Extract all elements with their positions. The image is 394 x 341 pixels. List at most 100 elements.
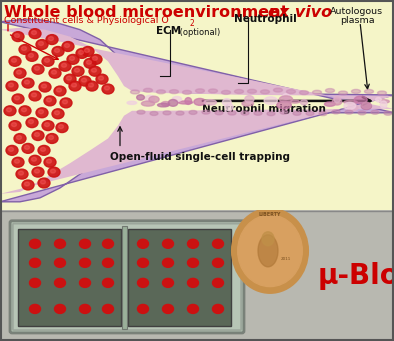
Ellipse shape [54,239,65,248]
Ellipse shape [24,80,30,84]
Ellipse shape [150,112,158,116]
Ellipse shape [74,68,80,72]
Ellipse shape [149,96,159,103]
Text: Whole blood microenvironment: Whole blood microenvironment [4,5,294,20]
Ellipse shape [338,91,348,95]
Ellipse shape [204,100,216,105]
Ellipse shape [371,110,379,114]
Ellipse shape [67,55,79,64]
Ellipse shape [6,81,18,91]
Ellipse shape [15,34,19,38]
Ellipse shape [84,58,96,68]
Text: 2: 2 [190,19,195,28]
Ellipse shape [39,42,43,45]
Ellipse shape [41,147,45,151]
Ellipse shape [290,100,299,103]
Ellipse shape [29,29,41,39]
Ellipse shape [39,82,51,92]
Ellipse shape [80,278,91,287]
Ellipse shape [104,86,110,90]
Ellipse shape [312,90,322,94]
Ellipse shape [52,70,56,74]
Ellipse shape [84,48,89,53]
Ellipse shape [46,98,52,102]
Ellipse shape [223,99,231,106]
Ellipse shape [41,180,45,184]
Ellipse shape [141,101,154,106]
Ellipse shape [348,104,358,111]
Ellipse shape [9,83,13,87]
Ellipse shape [12,94,24,104]
Ellipse shape [96,74,108,84]
Ellipse shape [238,215,302,286]
Ellipse shape [380,101,387,108]
Ellipse shape [195,89,204,93]
Ellipse shape [332,98,342,105]
Ellipse shape [358,111,366,115]
Ellipse shape [194,99,206,105]
Ellipse shape [63,100,67,104]
Ellipse shape [384,111,392,115]
Ellipse shape [36,40,48,49]
Ellipse shape [299,91,309,94]
Ellipse shape [19,45,31,55]
Ellipse shape [22,144,34,153]
Ellipse shape [76,48,88,58]
Ellipse shape [130,90,139,94]
Ellipse shape [24,182,30,186]
Ellipse shape [168,100,178,106]
Text: μ-Blood: μ-Blood [318,262,394,290]
Ellipse shape [65,44,69,47]
Ellipse shape [59,61,71,71]
Ellipse shape [45,123,50,127]
Ellipse shape [279,96,293,103]
Ellipse shape [137,110,145,114]
Ellipse shape [32,64,44,74]
Ellipse shape [82,78,87,82]
Ellipse shape [82,46,94,56]
Text: Autologous: Autologous [330,7,383,16]
Ellipse shape [72,66,84,76]
Ellipse shape [225,103,233,111]
Ellipse shape [221,90,230,94]
Ellipse shape [22,46,26,50]
Ellipse shape [52,46,64,56]
Ellipse shape [42,121,54,131]
Ellipse shape [332,110,340,114]
Text: Constituent cells & Physiological O: Constituent cells & Physiological O [4,16,169,25]
Ellipse shape [32,31,37,35]
Ellipse shape [64,74,76,84]
Ellipse shape [172,97,182,102]
Ellipse shape [30,305,41,313]
Polygon shape [0,28,394,194]
Ellipse shape [19,106,31,116]
Ellipse shape [87,60,91,64]
Ellipse shape [15,96,19,100]
Ellipse shape [162,239,173,248]
Ellipse shape [6,145,18,155]
Ellipse shape [35,66,39,70]
Ellipse shape [22,108,26,112]
Ellipse shape [344,102,356,109]
Ellipse shape [54,278,65,287]
Ellipse shape [89,83,93,87]
Ellipse shape [69,81,81,91]
Bar [122,226,127,329]
Ellipse shape [30,258,41,267]
Ellipse shape [86,81,98,91]
Ellipse shape [90,55,102,64]
Ellipse shape [189,110,197,114]
Ellipse shape [16,169,28,179]
Ellipse shape [273,88,282,92]
Ellipse shape [29,155,41,165]
Ellipse shape [79,76,91,86]
Ellipse shape [260,90,269,94]
Ellipse shape [22,180,34,190]
Text: plasma: plasma [340,16,375,25]
Ellipse shape [17,135,22,139]
Ellipse shape [35,169,39,173]
Ellipse shape [212,239,223,248]
Ellipse shape [39,110,43,114]
Ellipse shape [46,134,58,144]
Ellipse shape [49,68,61,78]
